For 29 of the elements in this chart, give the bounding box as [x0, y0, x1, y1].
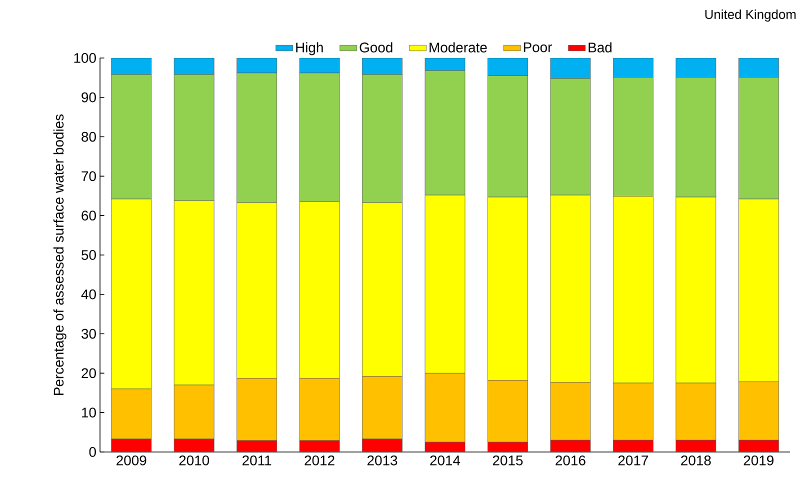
y-tick-label: 10 [82, 408, 96, 418]
x-tick-label: 2017 [618, 455, 648, 466]
y-tick-label: 60 [82, 210, 96, 221]
y-tick-label: 70 [82, 171, 96, 182]
y-tick-label: 0 [89, 447, 96, 457]
y-axis-title: Percentage of assessed surface water bodies [53, 114, 66, 395]
y-tick-label: 90 [82, 92, 96, 102]
y-tick-label: 80 [82, 132, 96, 142]
y-tick-label: 50 [82, 250, 96, 260]
x-tick-label: 2014 [430, 455, 460, 466]
x-tick-label: 2011 [242, 455, 272, 466]
legend-label: Good [360, 42, 392, 52]
x-tick-label: 2019 [744, 455, 774, 466]
y-tick-label: 20 [82, 368, 96, 378]
x-tick-label: 2013 [367, 455, 398, 466]
x-tick-label: 2012 [304, 455, 334, 466]
legend-label: Poor [524, 42, 552, 52]
x-tick-label: 2016 [556, 455, 586, 466]
legend-label: High [296, 42, 323, 56]
legend-label: Moderate [430, 42, 487, 52]
chart-title: United Kingdom [705, 10, 796, 22]
y-tick-label: 30 [82, 328, 96, 339]
x-tick-label: 2009 [116, 455, 146, 466]
x-tick-label: 2015 [492, 455, 523, 466]
y-tick-label: 100 [74, 53, 96, 63]
x-tick-label: 2018 [681, 455, 711, 466]
y-tick-label: 40 [81, 289, 96, 300]
x-tick-label: 2010 [179, 455, 210, 466]
legend-label: Bad [588, 42, 612, 52]
